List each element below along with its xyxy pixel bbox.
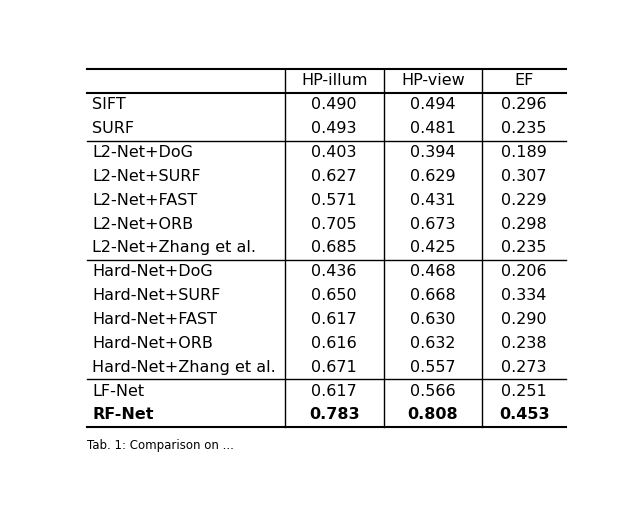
Text: L2-Net+SURF: L2-Net+SURF xyxy=(92,169,201,184)
Text: 0.650: 0.650 xyxy=(311,288,357,303)
Text: 0.616: 0.616 xyxy=(311,336,357,351)
Text: SIFT: SIFT xyxy=(92,97,126,112)
Text: RF-Net: RF-Net xyxy=(92,407,154,423)
Text: 0.490: 0.490 xyxy=(311,97,357,112)
Text: 0.431: 0.431 xyxy=(410,193,456,208)
Text: 0.617: 0.617 xyxy=(311,312,357,327)
Text: 0.273: 0.273 xyxy=(501,360,547,375)
Text: 0.630: 0.630 xyxy=(410,312,456,327)
Text: 0.453: 0.453 xyxy=(499,407,550,423)
Text: 0.705: 0.705 xyxy=(311,217,357,232)
Text: SURF: SURF xyxy=(92,121,134,136)
Text: 0.566: 0.566 xyxy=(410,384,456,398)
Text: 0.229: 0.229 xyxy=(501,193,547,208)
Text: 0.468: 0.468 xyxy=(410,264,456,279)
Text: 0.629: 0.629 xyxy=(410,169,456,184)
Text: Hard-Net+Zhang et al.: Hard-Net+Zhang et al. xyxy=(92,360,276,375)
Text: 0.632: 0.632 xyxy=(410,336,456,351)
Text: L2-Net+Zhang et al.: L2-Net+Zhang et al. xyxy=(92,240,257,256)
Text: 0.481: 0.481 xyxy=(410,121,456,136)
Text: 0.206: 0.206 xyxy=(501,264,547,279)
Text: 0.238: 0.238 xyxy=(501,336,547,351)
Text: 0.251: 0.251 xyxy=(501,384,547,398)
Text: 0.290: 0.290 xyxy=(501,312,547,327)
Text: 0.808: 0.808 xyxy=(408,407,458,423)
Text: 0.298: 0.298 xyxy=(501,217,547,232)
Text: 0.235: 0.235 xyxy=(501,240,547,256)
Text: 0.557: 0.557 xyxy=(410,360,456,375)
Text: 0.334: 0.334 xyxy=(502,288,547,303)
Text: 0.296: 0.296 xyxy=(501,97,547,112)
Text: Tab. 1: Comparison on ...: Tab. 1: Comparison on ... xyxy=(88,439,234,452)
Text: 0.189: 0.189 xyxy=(501,145,547,160)
Text: 0.425: 0.425 xyxy=(410,240,456,256)
Text: EF: EF xyxy=(515,74,534,89)
Text: 0.307: 0.307 xyxy=(501,169,547,184)
Text: 0.783: 0.783 xyxy=(309,407,360,423)
Text: Hard-Net+SURF: Hard-Net+SURF xyxy=(92,288,221,303)
Text: 0.668: 0.668 xyxy=(410,288,456,303)
Text: 0.235: 0.235 xyxy=(501,121,547,136)
Text: Hard-Net+FAST: Hard-Net+FAST xyxy=(92,312,218,327)
Text: 0.403: 0.403 xyxy=(312,145,357,160)
Text: HP-view: HP-view xyxy=(401,74,465,89)
Text: Hard-Net+DoG: Hard-Net+DoG xyxy=(92,264,213,279)
Text: 0.436: 0.436 xyxy=(312,264,357,279)
Text: LF-Net: LF-Net xyxy=(92,384,145,398)
Text: L2-Net+FAST: L2-Net+FAST xyxy=(92,193,198,208)
Text: L2-Net+ORB: L2-Net+ORB xyxy=(92,217,193,232)
Text: 0.571: 0.571 xyxy=(311,193,357,208)
Text: 0.617: 0.617 xyxy=(311,384,357,398)
Text: 0.671: 0.671 xyxy=(311,360,357,375)
Text: 0.394: 0.394 xyxy=(410,145,456,160)
Text: 0.494: 0.494 xyxy=(410,97,456,112)
Text: 0.493: 0.493 xyxy=(312,121,357,136)
Text: HP-illum: HP-illum xyxy=(301,74,367,89)
Text: Hard-Net+ORB: Hard-Net+ORB xyxy=(92,336,213,351)
Text: 0.685: 0.685 xyxy=(311,240,357,256)
Text: 0.627: 0.627 xyxy=(311,169,357,184)
Text: 0.673: 0.673 xyxy=(410,217,456,232)
Text: L2-Net+DoG: L2-Net+DoG xyxy=(92,145,193,160)
